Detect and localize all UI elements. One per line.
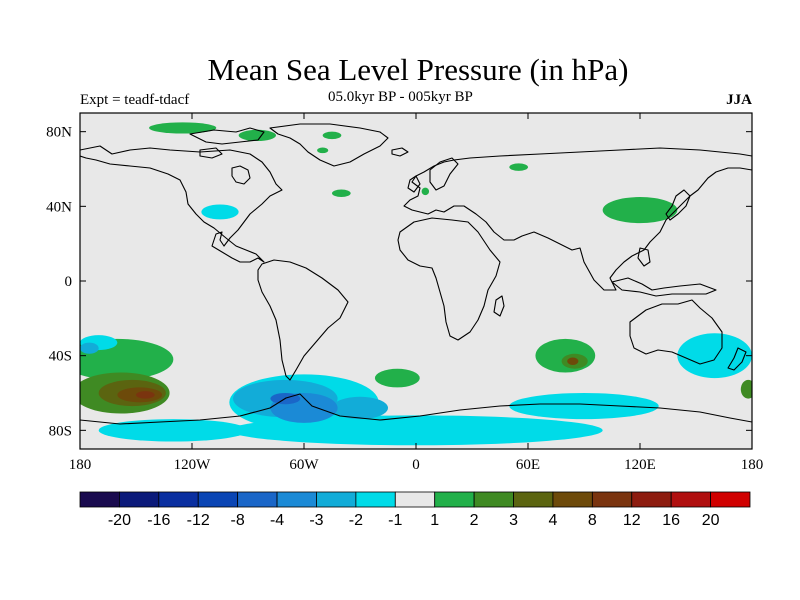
- lat-tick-label: 0: [65, 274, 73, 290]
- colorbar-swatch: [355, 491, 396, 508]
- colorbar-label: 16: [662, 512, 680, 529]
- anomaly-region: [136, 391, 155, 399]
- anomaly-region: [80, 342, 99, 354]
- coastline-japan: [665, 189, 691, 221]
- anomaly-region: [374, 368, 420, 388]
- colorbar-label: -12: [187, 512, 210, 529]
- anomaly-region: [567, 357, 579, 365]
- colorbar-label: 4: [548, 512, 557, 529]
- colorbar-swatch: [552, 491, 593, 508]
- colorbar-label: 1: [430, 512, 439, 529]
- colorbar-label: -4: [270, 512, 284, 529]
- colorbar-swatch: [631, 491, 672, 508]
- anomaly-region: [421, 187, 430, 196]
- coastline-north-america: [80, 145, 283, 263]
- anomaly-region: [509, 393, 659, 420]
- colorbar-label: -8: [231, 512, 245, 529]
- colorbar-label: -20: [108, 512, 131, 529]
- season-label: JJA: [726, 92, 752, 108]
- anomaly-region: [740, 379, 752, 399]
- coastline-madagascar: [493, 295, 505, 317]
- coastline-south-america: [257, 259, 349, 381]
- anomaly-region: [149, 122, 217, 134]
- colorbar-swatch: [316, 491, 357, 508]
- anomaly-region: [332, 396, 388, 420]
- anomaly-region: [535, 338, 596, 373]
- coastline-arctic-islands: [189, 127, 265, 159]
- coastline-antarctica: [80, 393, 752, 425]
- lat-tick-label: 80S: [49, 423, 72, 439]
- lon-tick-label: 120E: [624, 457, 656, 473]
- coastline-new-zealand: [727, 347, 747, 371]
- colorbar-label: -1: [388, 512, 402, 529]
- colorbar-label: -2: [349, 512, 363, 529]
- anomaly-region: [509, 163, 528, 171]
- colorbar-swatch: [670, 491, 711, 508]
- colorbar-swatch: [276, 491, 317, 508]
- map-background: [80, 113, 752, 449]
- colorbar-swatch: [513, 491, 554, 508]
- colorbar-label: -16: [147, 512, 170, 529]
- lat-tick-label: 40S: [49, 349, 72, 365]
- colorbar-label: 12: [623, 512, 641, 529]
- colorbar-label: 2: [470, 512, 479, 529]
- coastline-iceland: [391, 147, 409, 157]
- period-label: 05.0kyr BP - 005kyr BP: [328, 89, 473, 105]
- lat-tick-label: 80N: [46, 125, 72, 141]
- anomaly-region: [238, 129, 276, 141]
- anomaly-region: [98, 419, 249, 442]
- colorbar-swatch: [79, 491, 120, 508]
- colorbar-swatch: [158, 491, 199, 508]
- colorbar-swatch: [119, 491, 160, 508]
- coastline-greenland: [269, 123, 389, 167]
- lon-tick-label: 120W: [174, 457, 212, 473]
- colorbar-label: -3: [309, 512, 323, 529]
- colorbar-label: 3: [509, 512, 518, 529]
- colorbar: -20 -16 -12 -8 -4 -3 -2 -1 1 2 3 4 8 12 16 20: [79, 491, 751, 529]
- coastline-australia: [629, 299, 723, 365]
- colorbar-swatch: [434, 491, 475, 508]
- colorbar-swatch: [237, 491, 278, 508]
- anomaly-region: [602, 197, 678, 224]
- coastline-africa: [397, 217, 501, 341]
- colorbar-swatch: [710, 491, 751, 508]
- coastlines: [80, 123, 752, 425]
- colorbar-swatch: [197, 491, 239, 508]
- anomaly-layer: [80, 122, 752, 446]
- anomaly-region: [201, 204, 239, 220]
- colorbar-swatch: [591, 491, 633, 508]
- lon-tick-label: 180: [741, 457, 764, 473]
- colorbar-swatch: [473, 491, 514, 508]
- lon-tick-label: 180: [69, 457, 92, 473]
- anomaly-region: [317, 147, 329, 154]
- chart-title: Mean Sea Level Pressure (in hPa): [207, 52, 629, 87]
- anomaly-region: [677, 333, 752, 379]
- coastline-british-isles: [407, 175, 421, 193]
- coastline-maritime-continent: [611, 247, 717, 297]
- lon-tick-label: 60W: [289, 457, 319, 473]
- experiment-label: Expt = teadf-tdacf: [80, 92, 190, 108]
- anomaly-region: [322, 131, 342, 140]
- lat-tick-label: 40N: [46, 199, 72, 215]
- map-axes: 180 120W 60W 0 60E 120E 180 80N 40N 0 40S 80S: [46, 113, 763, 473]
- coastline-scandinavia: [429, 157, 459, 191]
- anomaly-region: [229, 415, 603, 446]
- coastline-eurasia: [403, 147, 752, 291]
- colorbar-label: 8: [588, 512, 597, 529]
- coastline-hudson-bay: [231, 165, 251, 185]
- colorbar-label: 20: [702, 512, 720, 529]
- lon-tick-label: 60E: [516, 457, 540, 473]
- colorbar-swatch: [394, 491, 436, 508]
- lon-tick-label: 0: [412, 457, 420, 473]
- anomaly-region: [332, 189, 351, 197]
